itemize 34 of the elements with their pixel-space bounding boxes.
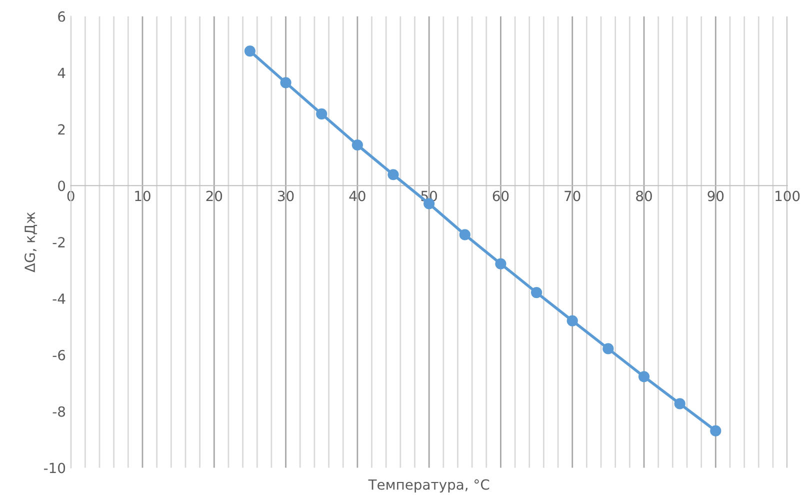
point xyxy=(495,258,506,270)
point xyxy=(352,139,363,151)
point xyxy=(280,77,292,88)
x-tick-label: 40 xyxy=(349,190,366,202)
x-tick-label: 30 xyxy=(278,190,294,202)
point xyxy=(638,371,650,382)
y-tick-label: -4 xyxy=(52,294,66,304)
x-tick-label: 10 xyxy=(135,190,150,202)
x-tick-label: 90 xyxy=(708,190,724,202)
x-tick-label: 70 xyxy=(564,190,580,202)
x-tick-label: 80 xyxy=(636,190,652,202)
x-tick-label: 0 xyxy=(67,190,74,202)
y-tick-label: -8 xyxy=(52,406,66,417)
y-axis-title: ΔG, кДж xyxy=(24,212,38,272)
point xyxy=(388,169,399,180)
x-tick-label: 100 xyxy=(776,190,800,202)
x-tick-label: 60 xyxy=(492,190,509,202)
point xyxy=(244,45,256,57)
point xyxy=(674,398,686,410)
y-tick-label: 6 xyxy=(58,11,66,22)
point xyxy=(316,108,328,120)
point xyxy=(710,425,722,436)
y-tick-label: 4 xyxy=(58,68,66,78)
point xyxy=(459,229,470,240)
y-tick-label: 0 xyxy=(58,180,66,192)
x-axis-title: Температура, °C xyxy=(368,479,490,493)
y-tick-label: -2 xyxy=(52,237,65,248)
y-tick-label: 2 xyxy=(58,124,65,134)
point xyxy=(530,287,542,298)
point xyxy=(602,343,614,354)
point xyxy=(566,315,578,326)
x-tick-label: 20 xyxy=(206,190,222,202)
y-tick-label: -6 xyxy=(52,350,66,360)
y-tick-label: -10 xyxy=(44,462,66,474)
